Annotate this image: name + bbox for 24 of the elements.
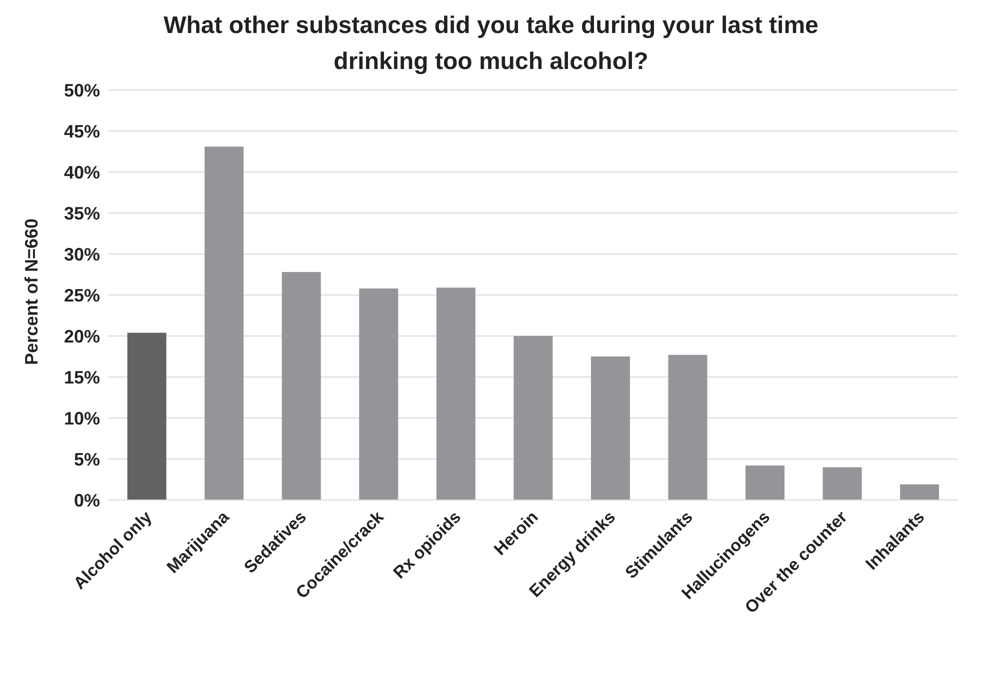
y-tick-label: 10%: [64, 408, 100, 428]
bar: [514, 336, 553, 500]
bar: [436, 288, 476, 500]
bar: [127, 332, 166, 500]
y-tick-label: 5%: [74, 449, 100, 470]
y-tick-label: 15%: [64, 367, 100, 388]
bar: [900, 484, 940, 500]
y-tick-label: 25%: [64, 285, 100, 306]
y-tick-label: 20%: [64, 326, 100, 346]
y-axis-title: Percent of N=660: [21, 218, 42, 365]
bar: [822, 467, 862, 500]
bar: [746, 466, 784, 500]
y-tick-label: 40%: [64, 162, 100, 182]
bar: [668, 354, 708, 500]
bar: [204, 146, 244, 500]
y-tick-label: 35%: [64, 203, 100, 224]
chart-title: What other substances did you take during your last time drinking too much alcohol?: [162, 11, 820, 77]
bar: [359, 288, 398, 500]
y-tick-label: 45%: [64, 121, 100, 142]
y-tick-label: 0%: [74, 490, 100, 510]
bar: [590, 356, 630, 500]
y-tick-label: 30%: [64, 244, 100, 264]
bar: [282, 272, 321, 500]
y-tick-label: 50%: [64, 80, 100, 100]
